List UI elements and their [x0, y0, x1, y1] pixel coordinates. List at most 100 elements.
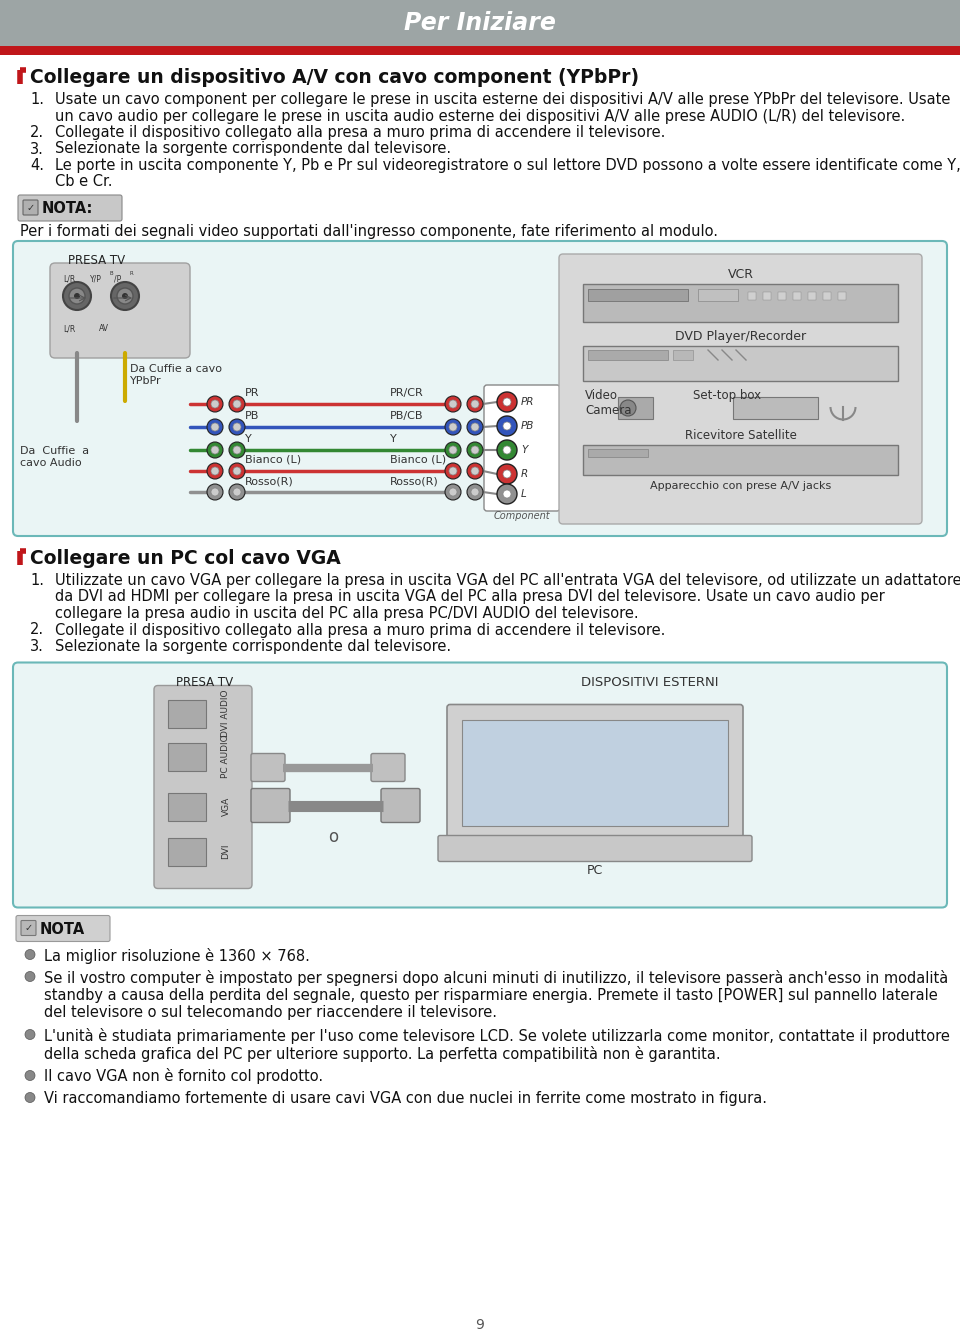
- Text: 1.: 1.: [30, 92, 44, 107]
- Text: Per Iniziare: Per Iniziare: [404, 11, 556, 35]
- Circle shape: [233, 468, 241, 476]
- Text: NOTA:: NOTA:: [42, 200, 93, 216]
- FancyBboxPatch shape: [13, 240, 947, 536]
- Text: 3.: 3.: [30, 639, 44, 655]
- Circle shape: [449, 446, 457, 454]
- FancyBboxPatch shape: [50, 263, 190, 358]
- Bar: [808, 293, 816, 301]
- Circle shape: [122, 293, 128, 299]
- Text: VGA: VGA: [222, 796, 230, 816]
- Text: Utilizzate un cavo VGA per collegare la presa in uscita VGA del PC all'entrata V: Utilizzate un cavo VGA per collegare la …: [55, 573, 960, 588]
- Circle shape: [449, 488, 457, 496]
- FancyBboxPatch shape: [251, 754, 285, 782]
- Text: Ricevitore Satellite: Ricevitore Satellite: [684, 429, 797, 442]
- Circle shape: [471, 468, 479, 476]
- Bar: [0, 45, 960, 55]
- Circle shape: [471, 488, 479, 496]
- Text: PB/CB: PB/CB: [390, 411, 423, 421]
- Circle shape: [229, 464, 245, 480]
- Circle shape: [233, 446, 241, 454]
- Bar: [583, 445, 898, 476]
- Bar: [763, 293, 771, 301]
- Circle shape: [211, 446, 219, 454]
- Text: Video
Camera: Video Camera: [585, 389, 632, 417]
- Text: 2.: 2.: [30, 126, 44, 140]
- Circle shape: [449, 399, 457, 407]
- Circle shape: [503, 422, 511, 430]
- Text: Per i formati dei segnali video supportati dall'ingresso componente, fate riferi: Per i formati dei segnali video supporta…: [20, 224, 718, 239]
- Text: Il cavo VGA non è fornito col prodotto.: Il cavo VGA non è fornito col prodotto.: [44, 1069, 324, 1085]
- Circle shape: [467, 464, 483, 480]
- Text: 1.: 1.: [30, 573, 44, 588]
- Text: B: B: [109, 271, 112, 277]
- Circle shape: [445, 464, 461, 480]
- Text: Collegate il dispositivo collegato alla presa a muro prima di accendere il telev: Collegate il dispositivo collegato alla …: [55, 126, 665, 140]
- Text: Vi raccomandiamo fortemente di usare cavi VGA con due nuclei in ferrite come mos: Vi raccomandiamo fortemente di usare cav…: [44, 1090, 767, 1105]
- FancyBboxPatch shape: [23, 200, 38, 215]
- Circle shape: [467, 395, 483, 411]
- Circle shape: [467, 484, 483, 500]
- Circle shape: [497, 440, 517, 460]
- Circle shape: [211, 424, 219, 432]
- Circle shape: [207, 395, 223, 411]
- Circle shape: [445, 420, 461, 436]
- Bar: [168, 743, 206, 771]
- Circle shape: [503, 470, 511, 478]
- Circle shape: [445, 442, 461, 458]
- Bar: [793, 293, 801, 301]
- FancyBboxPatch shape: [13, 663, 947, 907]
- Circle shape: [503, 398, 511, 406]
- Text: L'unità è studiata primariamente per l'uso come televisore LCD. Se volete utiliz: L'unità è studiata primariamente per l'u…: [44, 1027, 949, 1062]
- Text: Selezionate la sorgente corrispondente dal televisore.: Selezionate la sorgente corrispondente d…: [55, 142, 451, 156]
- Bar: [778, 293, 786, 301]
- Text: PC AUDIO: PC AUDIO: [222, 735, 230, 779]
- Text: R: R: [129, 271, 132, 277]
- Text: PB: PB: [245, 411, 259, 421]
- FancyBboxPatch shape: [371, 754, 405, 782]
- Text: Bianco (L): Bianco (L): [390, 456, 446, 465]
- Text: R: R: [521, 469, 528, 480]
- Circle shape: [449, 424, 457, 432]
- Circle shape: [111, 282, 139, 310]
- Text: Component: Component: [493, 510, 550, 521]
- Circle shape: [207, 420, 223, 436]
- Circle shape: [211, 488, 219, 496]
- Text: AV: AV: [99, 325, 109, 333]
- FancyBboxPatch shape: [381, 788, 420, 823]
- Circle shape: [69, 289, 85, 305]
- Bar: [618, 397, 653, 420]
- Text: ✓: ✓: [25, 923, 33, 934]
- Circle shape: [74, 293, 80, 299]
- Text: Cb e Cr.: Cb e Cr.: [55, 175, 112, 190]
- Bar: [462, 720, 728, 826]
- Text: o: o: [328, 827, 338, 846]
- Bar: [0, 0, 960, 45]
- Circle shape: [207, 442, 223, 458]
- Text: PR: PR: [245, 387, 259, 398]
- Circle shape: [467, 420, 483, 436]
- Circle shape: [229, 442, 245, 458]
- Text: 9: 9: [475, 1319, 485, 1332]
- Bar: [583, 285, 898, 322]
- FancyBboxPatch shape: [559, 254, 922, 524]
- FancyBboxPatch shape: [16, 915, 110, 942]
- Text: PC: PC: [587, 864, 603, 878]
- Circle shape: [207, 484, 223, 500]
- Circle shape: [211, 468, 219, 476]
- FancyBboxPatch shape: [251, 788, 290, 823]
- Bar: [168, 700, 206, 728]
- Text: 2.: 2.: [30, 623, 44, 637]
- Circle shape: [497, 464, 517, 484]
- Text: Set-top box: Set-top box: [693, 389, 761, 402]
- FancyBboxPatch shape: [447, 704, 743, 840]
- Bar: [588, 350, 668, 359]
- FancyBboxPatch shape: [484, 385, 560, 510]
- FancyBboxPatch shape: [154, 685, 252, 888]
- Text: Da  Cuffie  a
cavo Audio: Da Cuffie a cavo Audio: [20, 446, 89, 468]
- Text: DVI AUDIO: DVI AUDIO: [222, 689, 230, 737]
- Text: ✓: ✓: [27, 203, 36, 212]
- Text: PRESA TV: PRESA TV: [177, 676, 233, 688]
- Text: PB: PB: [521, 421, 535, 432]
- Text: Da Cuffie a cavo
YPbPr: Da Cuffie a cavo YPbPr: [130, 363, 222, 386]
- Bar: [588, 289, 688, 301]
